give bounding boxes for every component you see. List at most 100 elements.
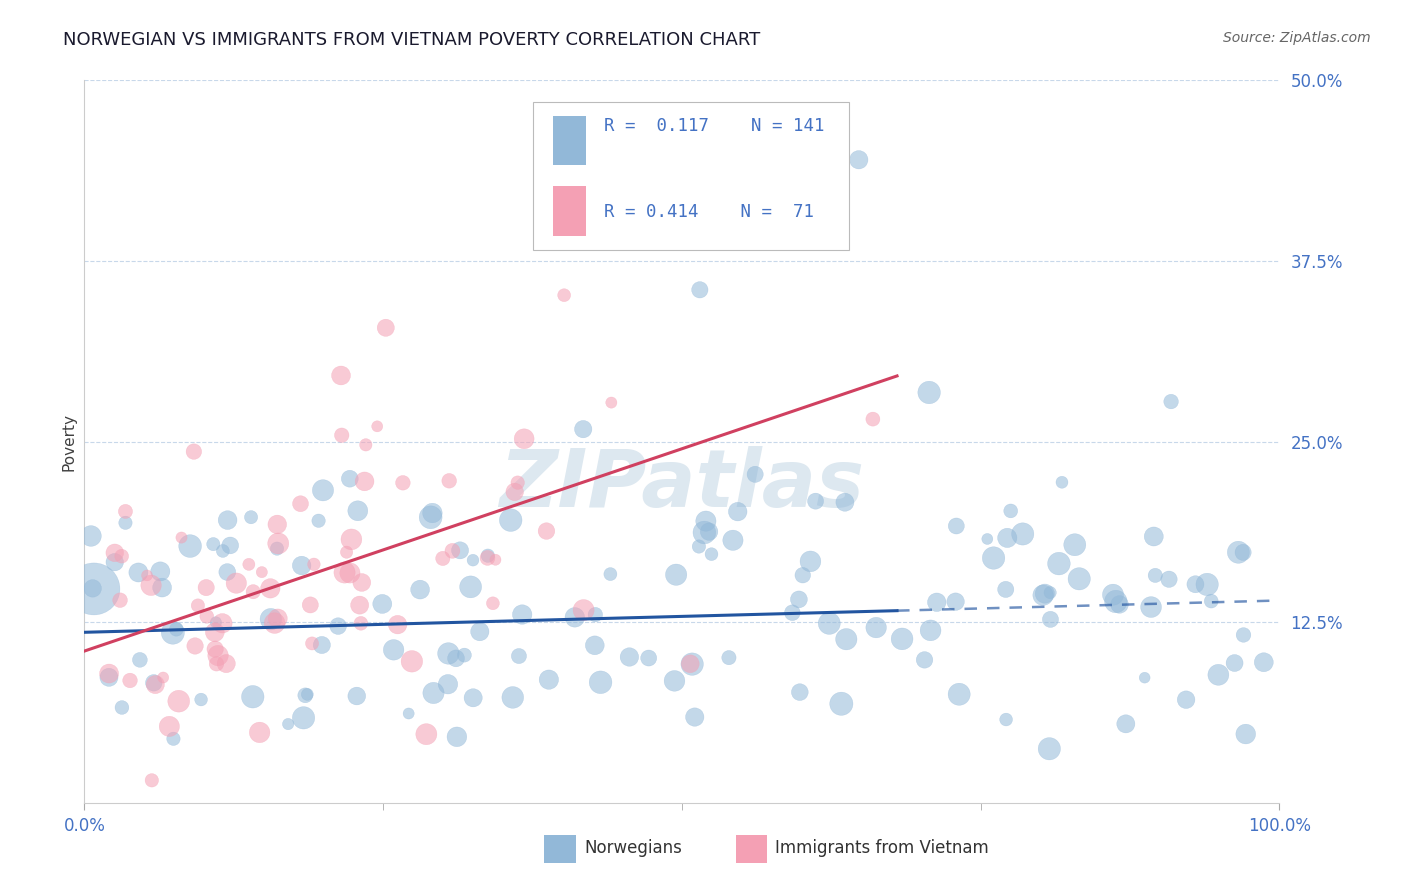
Y-axis label: Poverty: Poverty (60, 412, 76, 471)
Point (446, 730, 468, 744)
Point (354, 438, 377, 452)
FancyBboxPatch shape (553, 186, 586, 235)
Point (1102, 588, 1125, 602)
Point (149, 565, 172, 579)
Point (217, 565, 239, 579)
Point (637, 651, 659, 665)
Point (717, 650, 740, 665)
Point (139, 578, 162, 592)
Point (572, 603, 595, 617)
Point (290, 497, 312, 511)
Point (142, 676, 165, 690)
Point (865, 621, 887, 635)
Text: R =  0.117    N = 141: R = 0.117 N = 141 (605, 117, 825, 135)
Point (1197, 577, 1219, 591)
Point (477, 549, 499, 563)
FancyBboxPatch shape (533, 102, 849, 250)
Point (513, 432, 536, 446)
Point (1047, 557, 1070, 571)
Point (536, 524, 558, 538)
Point (468, 624, 491, 639)
Point (392, 475, 415, 490)
Point (1208, 668, 1230, 682)
FancyBboxPatch shape (544, 835, 575, 863)
Point (250, 565, 273, 579)
Point (294, 689, 316, 703)
Point (1108, 598, 1130, 612)
Point (799, 554, 821, 568)
Point (195, 581, 218, 595)
Point (983, 551, 1005, 566)
Point (683, 710, 706, 724)
Point (111, 700, 134, 714)
Point (291, 558, 314, 573)
Point (502, 690, 524, 705)
Point (782, 606, 804, 620)
Point (340, 533, 363, 547)
Point (619, 650, 641, 665)
Point (353, 475, 375, 489)
Point (721, 533, 744, 548)
Point (1033, 586, 1056, 600)
Point (1039, 585, 1062, 599)
Point (948, 687, 970, 701)
Point (167, 694, 190, 708)
Point (219, 538, 242, 552)
Point (891, 632, 914, 646)
Point (211, 544, 233, 558)
Point (1232, 628, 1254, 642)
Point (127, 566, 149, 580)
Point (267, 611, 290, 625)
Point (510, 607, 533, 622)
Point (976, 532, 998, 546)
Point (301, 636, 323, 650)
Point (204, 642, 226, 657)
Point (330, 368, 353, 383)
Point (302, 558, 325, 572)
Point (366, 419, 388, 434)
Point (441, 544, 464, 558)
Point (111, 549, 134, 564)
Point (1011, 527, 1033, 541)
Point (848, 153, 870, 167)
Point (589, 675, 612, 690)
Point (217, 513, 239, 527)
Point (215, 657, 238, 671)
Point (150, 581, 173, 595)
Point (346, 504, 368, 518)
Point (1038, 741, 1060, 756)
Point (382, 643, 405, 657)
Point (1143, 529, 1166, 543)
Point (1000, 504, 1022, 518)
Point (995, 531, 1018, 545)
Point (1032, 588, 1054, 602)
Point (484, 553, 506, 567)
Point (697, 524, 720, 539)
Point (326, 619, 349, 633)
Point (263, 616, 285, 631)
Point (1234, 727, 1257, 741)
Point (330, 428, 353, 442)
Point (136, 568, 159, 582)
Point (914, 653, 936, 667)
Point (1039, 612, 1062, 626)
Point (1063, 538, 1085, 552)
Point (477, 550, 499, 565)
Text: ZIPatlas: ZIPatlas (499, 446, 865, 524)
Point (190, 692, 212, 706)
Point (141, 773, 163, 788)
Point (681, 657, 703, 672)
Point (499, 513, 522, 527)
Point (925, 595, 948, 609)
Point (1253, 655, 1275, 669)
Point (664, 673, 686, 688)
Point (225, 576, 247, 591)
Point (114, 504, 136, 518)
Point (162, 625, 184, 640)
Point (1232, 545, 1254, 559)
Point (179, 539, 201, 553)
Point (339, 566, 361, 580)
Point (422, 686, 444, 700)
Point (862, 412, 884, 426)
Point (920, 624, 942, 638)
